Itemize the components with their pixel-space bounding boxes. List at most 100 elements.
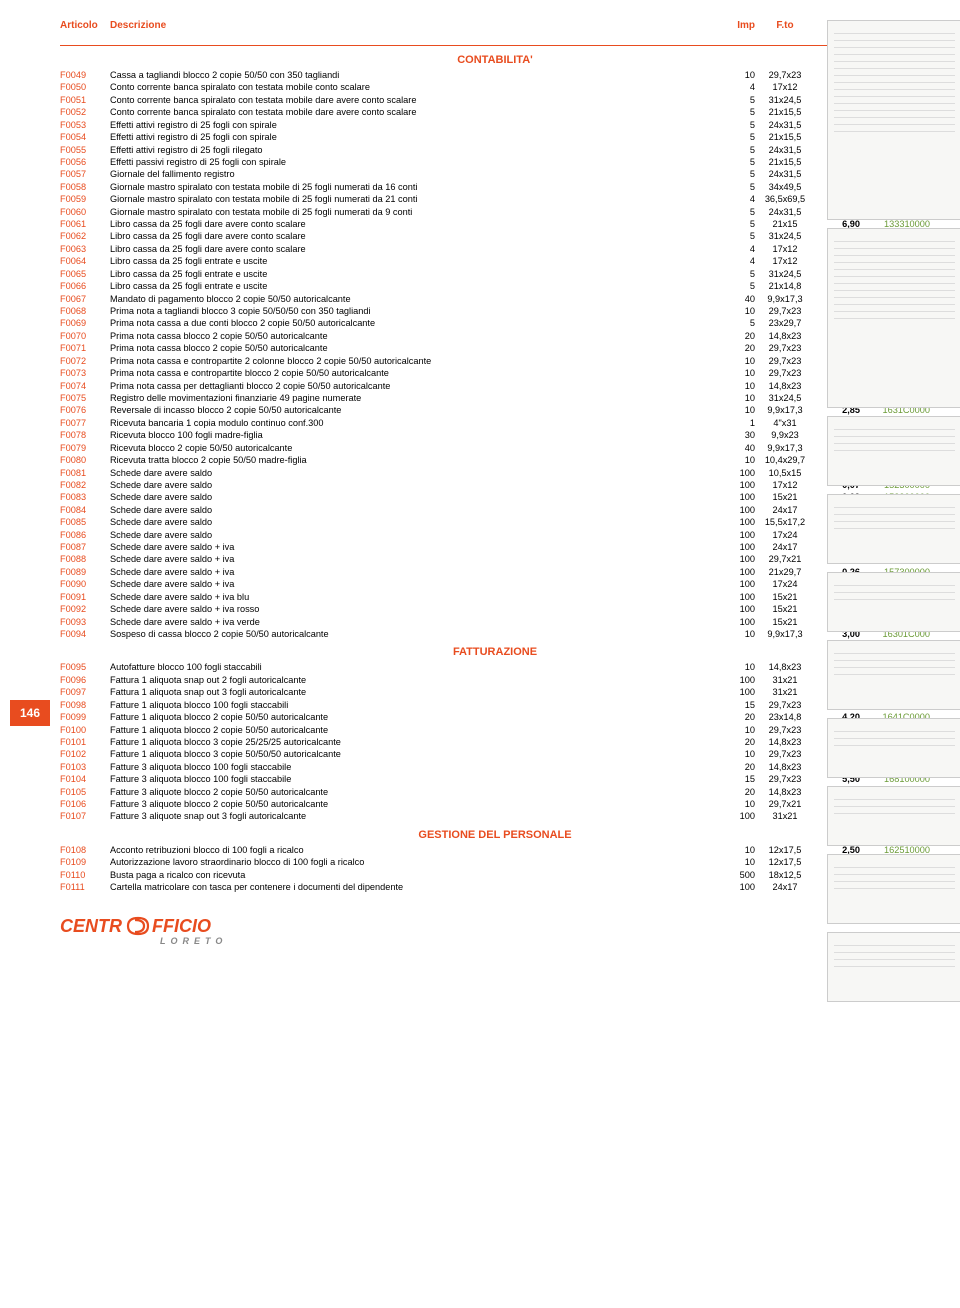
cell-fto: 36,5x69,5 [755,193,815,205]
cell-fto: 9,9x17,3 [755,404,815,416]
cell-fto: 10,4x29,7 [755,454,815,466]
cell-desc: Ricevuta blocco 2 copie 50/50 autoricalc… [110,442,725,454]
cell-fto: 15,5x17,2 [755,516,815,528]
cell-fto: 9,9x17,3 [755,293,815,305]
cell-imp: 10 [725,724,755,736]
cell-imp: 100 [725,616,755,628]
cell-art: F0063 [60,243,110,255]
cell-art: F0062 [60,230,110,242]
header-fto: F.to [755,20,815,42]
cell-fto: 14,8x23 [755,761,815,773]
cell-imp: 20 [725,342,755,354]
cell-desc: Giornale del fallimento registro [110,168,725,180]
cell-imp: 40 [725,442,755,454]
cell-desc: Cartella matricolare con tasca per conte… [110,881,725,893]
cell-art: F0080 [60,454,110,466]
cell-desc: Prima nota cassa a due conti blocco 2 co… [110,317,725,329]
cell-imp: 5 [725,106,755,118]
table-row: F0087Schede dare avere saldo + iva10024x… [60,541,930,553]
cell-fto: 12x17,5 [755,856,815,868]
cell-art: F0053 [60,119,110,131]
table-row: F0101Fatture 1 aliquota blocco 3 copie 2… [60,736,930,748]
table-row: F0098Fatture 1 aliquota blocco 100 fogli… [60,699,930,711]
cell-imp: 10 [725,355,755,367]
cell-fto: 29,7x23 [755,69,815,81]
header-articolo: Articolo [60,20,110,42]
cell-fto: 31x24,5 [755,392,815,404]
catalog-page: 146 Articolo Descrizione Imp F.to Prezzo… [0,0,960,971]
cell-imp: 4 [725,255,755,267]
cell-fto: 9,9x23 [755,429,815,441]
table-row: F0063Libro cassa da 25 fogli dare avere … [60,243,930,255]
cell-fto: 29,7x23 [755,305,815,317]
table-header: Articolo Descrizione Imp F.to Prezzo cad… [60,20,930,46]
cell-fto: 23x14,8 [755,711,815,723]
cell-fto: 24x31,5 [755,144,815,156]
table-row: F0066Libro cassa da 25 fogli entrate e u… [60,280,930,292]
table-row: F0099Fatture 1 aliquota blocco 2 copie 5… [60,711,930,723]
cell-desc: Libro cassa da 25 fogli dare avere conto… [110,243,725,255]
cell-desc: Schede dare avere saldo + iva [110,566,725,578]
table-row: F0061Libro cassa da 25 fogli dare avere … [60,218,930,230]
cell-art: F0060 [60,206,110,218]
cell-desc: Libro cassa da 25 fogli entrate e uscite [110,280,725,292]
cell-art: F0078 [60,429,110,441]
cell-fto: 31x24,5 [755,268,815,280]
cell-fto: 29,7x23 [755,748,815,760]
cell-art: F0061 [60,218,110,230]
cell-art: F0089 [60,566,110,578]
cell-art: F0111 [60,881,110,893]
cell-fto: 21x15,5 [755,156,815,168]
cell-desc: Schede dare avere saldo + iva rosso [110,603,725,615]
table-row: F0100Fatture 1 aliquota blocco 2 copie 5… [60,724,930,736]
cell-imp: 10 [725,748,755,760]
table-row: F0052Conto corrente banca spiralato con … [60,106,930,118]
cell-fto: 14,8x23 [755,330,815,342]
table-row: F0094Sospeso di cassa blocco 2 copie 50/… [60,628,930,640]
cell-fto: 14,8x23 [755,380,815,392]
section-title: CONTABILITA'€ [60,54,930,66]
table-row: F0064Libro cassa da 25 fogli entrate e u… [60,255,930,267]
cell-art: F0076 [60,404,110,416]
cell-imp: 100 [725,504,755,516]
cell-desc: Conto corrente banca spiralato con testa… [110,94,725,106]
cell-fto: 17x12 [755,255,815,267]
footer-logo: CENTR FFICIO LORETO [60,914,930,951]
cell-desc: Prima nota cassa e contropartite 2 colon… [110,355,725,367]
table-row: F0054Effetti attivi registro di 25 fogli… [60,131,930,143]
table-row: F0104Fatture 3 aliquota blocco 100 fogli… [60,773,930,785]
cell-imp: 5 [725,156,755,168]
cell-fto: 18x12,5 [755,869,815,881]
cell-desc: Conto corrente banca spiralato con testa… [110,106,725,118]
cell-fto: 29,7x23 [755,367,815,379]
cell-desc: Autorizzazione lavoro straordinario bloc… [110,856,725,868]
cell-desc: Cassa a tagliandi blocco 2 copie 50/50 c… [110,69,725,81]
cell-imp: 100 [725,686,755,698]
cell-fto: 12x17,5 [755,844,815,856]
cell-imp: 100 [725,529,755,541]
cell-desc: Schede dare avere saldo [110,529,725,541]
cell-art: F0057 [60,168,110,180]
table-row: F0074Prima nota cassa per dettaglianti b… [60,380,930,392]
cell-art: F0100 [60,724,110,736]
cell-art: F0083 [60,491,110,503]
cell-art: F0071 [60,342,110,354]
cell-desc: Effetti attivi registro di 25 fogli rile… [110,144,725,156]
cell-art: F0051 [60,94,110,106]
cell-desc: Schede dare avere saldo [110,516,725,528]
cell-imp: 10 [725,404,755,416]
cell-imp: 40 [725,293,755,305]
cell-art: F0106 [60,798,110,810]
thumbnail-form [827,854,960,924]
cell-art: F0104 [60,773,110,785]
cell-fto: 24x17 [755,541,815,553]
cell-desc: Fatture 3 aliquota blocco 100 fogli stac… [110,761,725,773]
cell-fto: 17x24 [755,578,815,590]
cell-imp: 15 [725,699,755,711]
cell-desc: Prima nota a tagliandi blocco 3 copie 50… [110,305,725,317]
table-row: F0056Effetti passivi registro di 25 fogl… [60,156,930,168]
cell-art: F0102 [60,748,110,760]
cell-fto: 15x21 [755,616,815,628]
header-imp: Imp [725,20,755,42]
cell-fto: 17x12 [755,479,815,491]
